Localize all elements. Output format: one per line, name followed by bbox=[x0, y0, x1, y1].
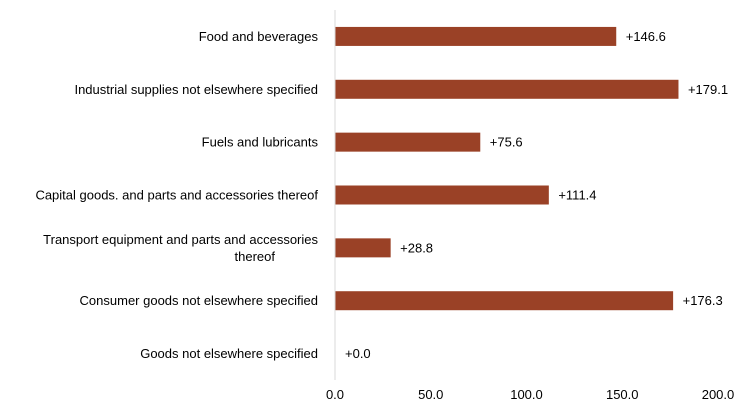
x-tick-label: 100.0 bbox=[510, 387, 543, 402]
category-label-line: Capital goods. and parts and accessories… bbox=[35, 188, 318, 203]
bar bbox=[335, 26, 617, 46]
category-label: Capital goods. and parts and accessories… bbox=[35, 188, 318, 203]
x-tick-label: 0.0 bbox=[326, 387, 344, 402]
x-tick-label: 50.0 bbox=[418, 387, 443, 402]
data-label: +179.1 bbox=[688, 82, 728, 97]
bars-layer bbox=[335, 26, 679, 311]
category-label: Transport equipment and parts and access… bbox=[43, 232, 318, 264]
category-label-line: Food and beverages bbox=[199, 29, 319, 44]
category-label-line: Transport equipment and parts and access… bbox=[43, 232, 318, 247]
bar bbox=[335, 185, 549, 205]
category-label: Food and beverages bbox=[199, 29, 319, 44]
category-label-line: Fuels and lubricants bbox=[202, 135, 319, 150]
bar bbox=[335, 79, 679, 99]
data-labels: +146.6 +179.1 +75.6 +111.4 +28.8 +176.3 +0.0 bbox=[345, 29, 728, 361]
category-label-line: thereof bbox=[235, 249, 276, 264]
category-label-line: Goods not elsewhere specified bbox=[140, 346, 318, 361]
data-label: +0.0 bbox=[345, 346, 371, 361]
category-label-line: Industrial supplies not elsewhere specif… bbox=[74, 82, 318, 97]
data-label: +146.6 bbox=[626, 29, 666, 44]
category-label: Consumer goods not elsewhere specified bbox=[80, 293, 318, 308]
x-tick-label: 200.0 bbox=[702, 387, 735, 402]
category-label: Goods not elsewhere specified bbox=[140, 346, 318, 361]
data-label: +28.8 bbox=[400, 240, 433, 255]
x-tick-label: 150.0 bbox=[606, 387, 639, 402]
x-tick-labels: 0.0 50.0 100.0 150.0 200.0 bbox=[326, 387, 734, 402]
category-label: Fuels and lubricants bbox=[202, 135, 319, 150]
bar bbox=[335, 291, 674, 311]
data-label: +176.3 bbox=[683, 293, 723, 308]
bar bbox=[335, 132, 481, 152]
category-label-line: Consumer goods not elsewhere specified bbox=[80, 293, 318, 308]
data-label: +111.4 bbox=[558, 188, 596, 203]
category-labels: Food and beverages Industrial supplies no… bbox=[35, 29, 318, 361]
category-label: Industrial supplies not elsewhere specif… bbox=[74, 82, 318, 97]
bar bbox=[335, 238, 391, 258]
data-label: +75.6 bbox=[490, 135, 523, 150]
